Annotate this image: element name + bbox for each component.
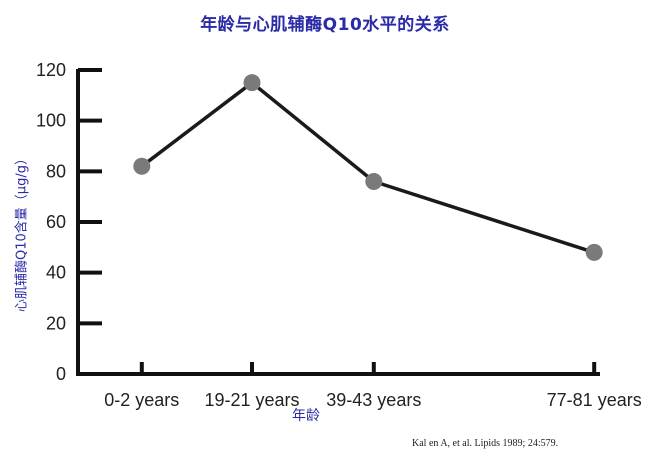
x-tick-label-1: 0-2 years <box>104 390 179 410</box>
chart-title: 年龄与心肌辅酶Q10水平的关系 <box>200 15 450 35</box>
x-tick-label-3: 39-43 years <box>326 390 421 410</box>
x-tick-label-2: 19-21 years <box>204 390 299 410</box>
x-axis-title: 年龄 <box>292 408 320 424</box>
y-tick-label-100: 100 <box>36 111 66 131</box>
data-point-1 <box>133 157 151 175</box>
y-tick-label-0: 0 <box>56 364 66 384</box>
source-note: Kal en A, et al. Lipids 1989; 24:579. <box>412 438 559 449</box>
y-tick-label-80: 80 <box>46 161 66 181</box>
y-tick-label-40: 40 <box>46 263 66 283</box>
data-point-3 <box>365 172 383 190</box>
y-tick-label-60: 60 <box>46 212 66 232</box>
series-line <box>140 80 595 255</box>
data-point-2 <box>243 74 261 92</box>
x-tick-label-4: 77-81 years <box>547 390 642 410</box>
data-point-4 <box>585 243 603 261</box>
y-tick-label-20: 20 <box>46 313 66 333</box>
y-tick-label-120: 120 <box>36 60 66 80</box>
